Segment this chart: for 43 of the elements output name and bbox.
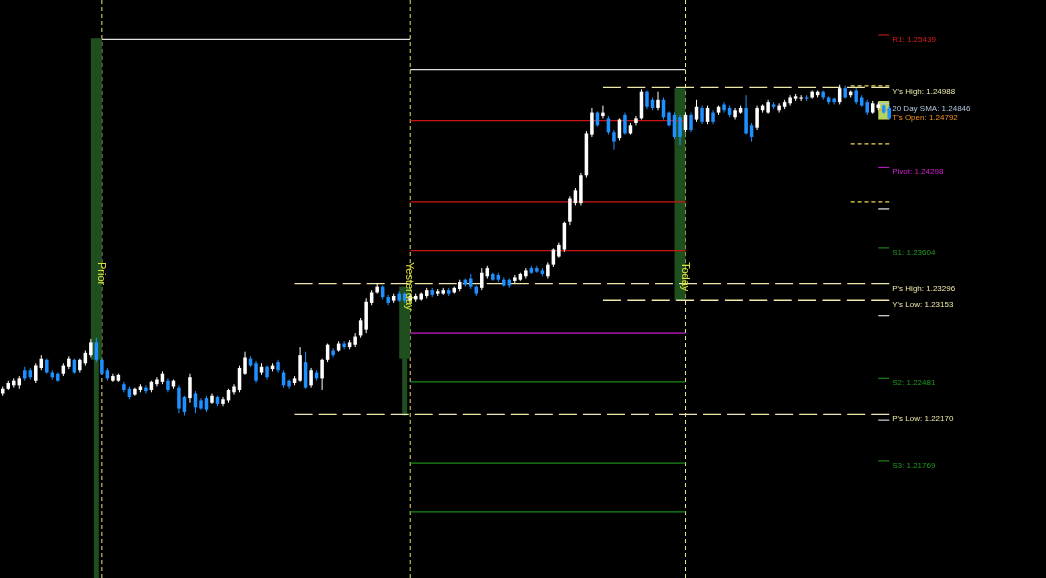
ref-line-label: S1: 1.23604 (892, 247, 936, 257)
candlestick (568, 195, 572, 226)
candlestick (188, 373, 192, 404)
candlestick (590, 107, 594, 138)
candlestick (320, 358, 324, 391)
candlestick (155, 376, 159, 387)
candlestick (678, 114, 682, 146)
ref-line-label: S2: 1.22481 (892, 378, 936, 388)
candlestick (645, 90, 649, 110)
candlestick (177, 384, 181, 414)
candlestick (232, 383, 236, 396)
candlestick (34, 362, 38, 384)
candlestick (612, 129, 616, 151)
x-tick-label: Yesterday (404, 262, 417, 312)
candlestick (656, 91, 660, 111)
series-label: Y's High: 1.24988 (892, 87, 956, 97)
candlestick (623, 112, 627, 136)
candlestick (755, 105, 759, 131)
candlestick (601, 105, 605, 119)
ref-line-label: R1: 1.25439 (892, 34, 937, 44)
candlestick (480, 267, 484, 291)
candlestick (254, 360, 258, 384)
candlestick (689, 112, 693, 133)
candlestick (309, 367, 313, 389)
series-label: P's Low: 1.22170 (892, 414, 954, 424)
candlestick (777, 102, 781, 114)
ref-line-label: S3: 1.21769 (892, 460, 936, 470)
candlestick (799, 94, 803, 102)
candlestick (700, 105, 704, 125)
ref-line-label: Pivot: 1.24298 (892, 167, 944, 177)
series-label: P's High: 1.23296 (892, 283, 956, 293)
candlestick (788, 94, 792, 107)
candlestick (243, 351, 247, 376)
candlestick (89, 338, 93, 358)
ref-line-label: 20 Day SMA: 1.24846 (892, 103, 972, 113)
series-label: Y's Low: 1.23153 (892, 300, 954, 310)
candlestick (144, 384, 148, 394)
candlestick (331, 347, 335, 358)
candlestick (342, 340, 346, 350)
x-tick-label: Prior (95, 262, 108, 286)
ref-line-label: T's Open: 1.24792 (892, 112, 959, 122)
x-tick-label: Today (679, 262, 692, 292)
candlestick (722, 101, 726, 114)
